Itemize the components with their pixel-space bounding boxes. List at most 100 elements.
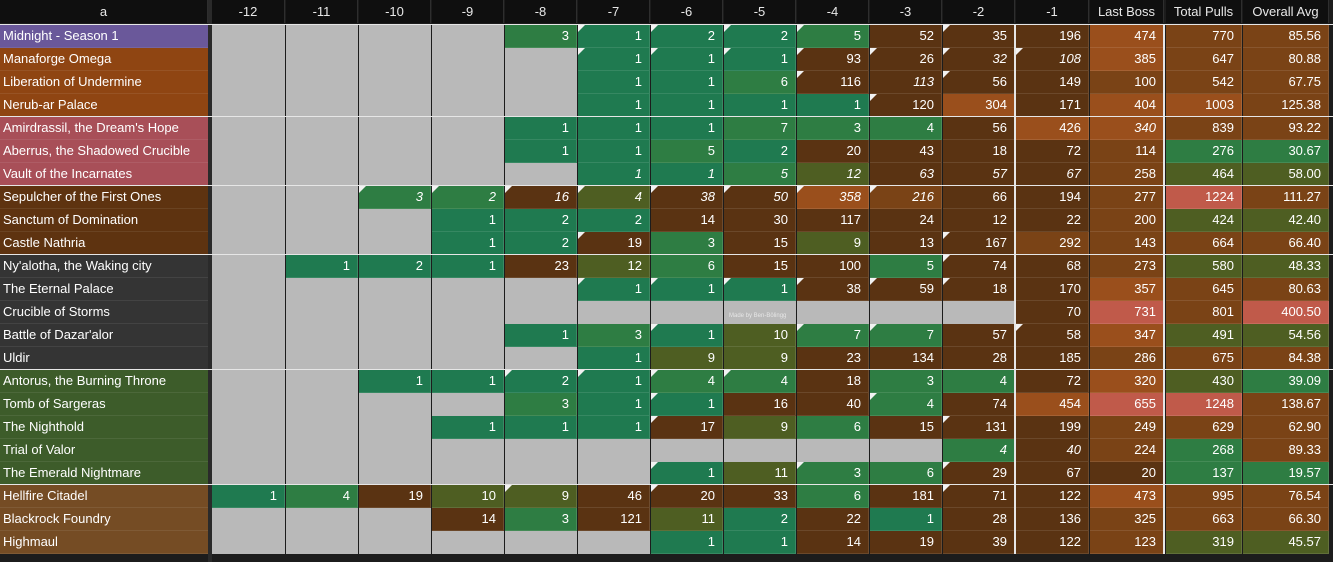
- pull-count-cell[interactable]: 14: [797, 531, 869, 554]
- total-pulls-cell[interactable]: 663: [1166, 508, 1242, 531]
- pull-count-cell[interactable]: 72: [1016, 370, 1089, 393]
- last-boss-cell[interactable]: 114: [1090, 140, 1164, 163]
- pull-count-cell[interactable]: 1: [651, 324, 723, 347]
- column-header-offset-8[interactable]: -8: [505, 0, 577, 23]
- pull-count-cell[interactable]: 2: [578, 209, 650, 232]
- pull-count-cell[interactable]: 1: [724, 278, 796, 301]
- empty-cell[interactable]: [505, 163, 577, 186]
- pull-count-cell[interactable]: 304: [943, 94, 1015, 117]
- total-pulls-cell[interactable]: 491: [1166, 324, 1242, 347]
- overall-avg-cell[interactable]: 111.27: [1243, 186, 1329, 209]
- last-boss-cell[interactable]: 325: [1090, 508, 1164, 531]
- raid-name[interactable]: The Nighthold: [0, 416, 208, 439]
- empty-cell[interactable]: [432, 140, 504, 163]
- pull-count-cell[interactable]: 20: [651, 485, 723, 508]
- pull-count-cell[interactable]: 185: [1016, 347, 1089, 370]
- pull-count-cell[interactable]: 3: [505, 508, 577, 531]
- total-pulls-cell[interactable]: 137: [1166, 462, 1242, 485]
- pull-count-cell[interactable]: 18: [797, 370, 869, 393]
- pull-count-cell[interactable]: 5: [797, 25, 869, 48]
- last-boss-cell[interactable]: 357: [1090, 278, 1164, 301]
- empty-cell[interactable]: [505, 531, 577, 554]
- pull-count-cell[interactable]: 39: [943, 531, 1015, 554]
- raid-name[interactable]: Nerub-ar Palace: [0, 94, 208, 117]
- total-pulls-cell[interactable]: 1248: [1166, 393, 1242, 416]
- pull-count-cell[interactable]: 1: [359, 370, 431, 393]
- pull-count-cell[interactable]: 1: [651, 462, 723, 485]
- empty-cell[interactable]: [359, 94, 431, 117]
- pull-count-cell[interactable]: 19: [359, 485, 431, 508]
- last-boss-cell[interactable]: 404: [1090, 94, 1164, 117]
- empty-cell[interactable]: [212, 117, 285, 140]
- pull-count-cell[interactable]: 1: [432, 370, 504, 393]
- last-boss-cell[interactable]: 286: [1090, 347, 1164, 370]
- empty-cell[interactable]: [212, 232, 285, 255]
- overall-avg-cell[interactable]: 80.63: [1243, 278, 1329, 301]
- overall-avg-cell[interactable]: 400.50: [1243, 301, 1329, 324]
- pull-count-cell[interactable]: 59: [870, 278, 942, 301]
- empty-cell[interactable]: [505, 71, 577, 94]
- raid-name[interactable]: Trial of Valor: [0, 439, 208, 462]
- pull-count-cell[interactable]: 22: [797, 508, 869, 531]
- raid-name[interactable]: Hellfire Citadel: [0, 485, 208, 508]
- pull-count-cell[interactable]: 4: [943, 370, 1015, 393]
- empty-cell[interactable]: [359, 439, 431, 462]
- pull-count-cell[interactable]: 38: [797, 278, 869, 301]
- pull-count-cell[interactable]: 2: [505, 370, 577, 393]
- pull-count-cell[interactable]: 9: [724, 416, 796, 439]
- empty-cell[interactable]: [359, 278, 431, 301]
- pull-count-cell[interactable]: 6: [724, 71, 796, 94]
- raid-name[interactable]: The Emerald Nightmare: [0, 462, 208, 485]
- pull-count-cell[interactable]: 216: [870, 186, 942, 209]
- pull-count-cell[interactable]: 5: [651, 140, 723, 163]
- column-header-total-pulls[interactable]: Total Pulls: [1166, 0, 1242, 23]
- pull-count-cell[interactable]: 358: [797, 186, 869, 209]
- raid-name[interactable]: Sanctum of Domination: [0, 209, 208, 232]
- empty-cell[interactable]: [286, 186, 358, 209]
- empty-cell[interactable]: [432, 324, 504, 347]
- empty-cell[interactable]: [286, 508, 358, 531]
- last-boss-cell[interactable]: 258: [1090, 163, 1164, 186]
- pull-count-cell[interactable]: 10: [432, 485, 504, 508]
- empty-cell[interactable]: [432, 462, 504, 485]
- empty-cell[interactable]: [359, 301, 431, 324]
- empty-cell[interactable]: [870, 301, 942, 324]
- overall-avg-cell[interactable]: 138.67: [1243, 393, 1329, 416]
- pull-count-cell[interactable]: 120: [870, 94, 942, 117]
- empty-cell[interactable]: [578, 301, 650, 324]
- overall-avg-cell[interactable]: 66.40: [1243, 232, 1329, 255]
- pull-count-cell[interactable]: 134: [870, 347, 942, 370]
- pull-count-cell[interactable]: 67: [1016, 163, 1089, 186]
- pull-count-cell[interactable]: 1: [432, 232, 504, 255]
- total-pulls-cell[interactable]: 424: [1166, 209, 1242, 232]
- empty-cell[interactable]: [432, 117, 504, 140]
- pull-count-cell[interactable]: 2: [505, 209, 577, 232]
- pull-count-cell[interactable]: 122: [1016, 531, 1089, 554]
- empty-cell[interactable]: [797, 301, 869, 324]
- total-pulls-cell[interactable]: 542: [1166, 71, 1242, 94]
- pull-count-cell[interactable]: 170: [1016, 278, 1089, 301]
- raid-name[interactable]: The Eternal Palace: [0, 278, 208, 301]
- pull-count-cell[interactable]: 13: [870, 232, 942, 255]
- pull-count-cell[interactable]: 2: [724, 508, 796, 531]
- last-boss-cell[interactable]: 277: [1090, 186, 1164, 209]
- pull-count-cell[interactable]: 1: [651, 117, 723, 140]
- pull-count-cell[interactable]: 1: [578, 347, 650, 370]
- pull-count-cell[interactable]: 1: [578, 94, 650, 117]
- raid-name[interactable]: Blackrock Foundry: [0, 508, 208, 531]
- empty-cell[interactable]: [212, 209, 285, 232]
- pull-count-cell[interactable]: 131: [943, 416, 1015, 439]
- empty-cell[interactable]: [212, 370, 285, 393]
- overall-avg-cell[interactable]: 48.33: [1243, 255, 1329, 278]
- pull-count-cell[interactable]: 67: [1016, 462, 1089, 485]
- pull-count-cell[interactable]: 3: [505, 25, 577, 48]
- pull-count-cell[interactable]: 16: [505, 186, 577, 209]
- pull-count-cell[interactable]: 52: [870, 25, 942, 48]
- pull-count-cell[interactable]: 426: [1016, 117, 1089, 140]
- pull-count-cell[interactable]: 3: [578, 324, 650, 347]
- empty-cell[interactable]: [212, 25, 285, 48]
- pull-count-cell[interactable]: 9: [797, 232, 869, 255]
- last-boss-cell[interactable]: 20: [1090, 462, 1164, 485]
- empty-cell[interactable]: [432, 25, 504, 48]
- pull-count-cell[interactable]: 292: [1016, 232, 1089, 255]
